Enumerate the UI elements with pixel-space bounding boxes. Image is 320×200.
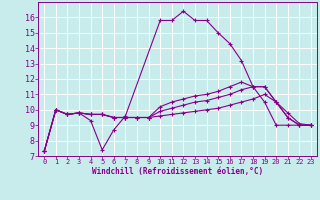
X-axis label: Windchill (Refroidissement éolien,°C): Windchill (Refroidissement éolien,°C) (92, 167, 263, 176)
